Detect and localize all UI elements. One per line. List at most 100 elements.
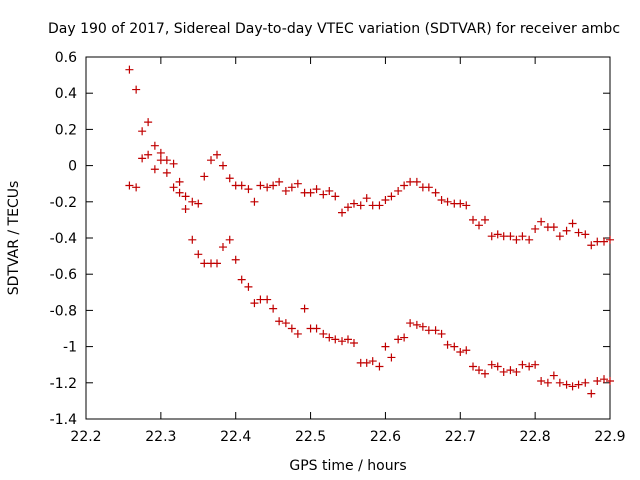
data-point [256, 181, 265, 190]
data-point [312, 185, 321, 194]
data-point [144, 150, 153, 159]
data-point [462, 346, 471, 355]
data-point [412, 320, 421, 329]
data-point [424, 183, 433, 192]
data-point [475, 366, 483, 375]
data-point [200, 172, 209, 181]
data-point [225, 235, 234, 244]
data-point [150, 165, 159, 174]
data-point [400, 333, 409, 342]
data-point [574, 380, 583, 389]
data-point [600, 237, 609, 246]
data-point [568, 382, 577, 391]
data-point [581, 230, 590, 239]
data-point [574, 228, 583, 237]
data-point [356, 201, 365, 210]
data-point [587, 241, 596, 250]
data-point [344, 335, 352, 344]
data-point [181, 192, 190, 201]
series-upper [125, 141, 614, 250]
x-tick-label: 22.2 [70, 429, 101, 445]
data-point [175, 177, 184, 186]
data-point [218, 161, 227, 170]
data-point [194, 199, 203, 208]
data-point [406, 177, 415, 186]
data-point [368, 357, 377, 366]
data-point [338, 337, 347, 346]
y-tick-label: 0.6 [55, 50, 77, 66]
y-tick-label: 0.2 [55, 122, 77, 138]
data-point [225, 174, 234, 183]
x-tick-label: 22.7 [445, 429, 476, 445]
data-point [263, 295, 272, 304]
data-point [400, 181, 409, 190]
data-point [525, 235, 534, 244]
data-point [387, 192, 396, 201]
x-tick-label: 22.3 [145, 429, 176, 445]
y-tick-label: -0.6 [50, 267, 77, 283]
y-tick-label: -0.8 [50, 303, 77, 319]
y-tick-label: -0.2 [50, 195, 77, 211]
data-point [424, 326, 433, 335]
data-point [525, 362, 534, 371]
data-point [306, 188, 315, 197]
x-tick-label: 22.9 [594, 429, 625, 445]
data-point [475, 221, 483, 230]
data-point [462, 201, 471, 210]
x-tick-label: 22.6 [370, 429, 401, 445]
data-point [600, 375, 609, 384]
data-point [200, 259, 209, 268]
data-point [456, 199, 465, 208]
data-point [287, 324, 296, 333]
data-point [188, 235, 197, 244]
data-point [555, 378, 564, 387]
data-point [518, 360, 527, 369]
data-point [499, 367, 508, 376]
data-point [487, 360, 496, 369]
data-point [156, 148, 165, 157]
data-point [537, 217, 546, 226]
data-point [325, 333, 334, 342]
data-point [169, 183, 178, 192]
data-point [331, 335, 340, 344]
data-point [319, 190, 328, 199]
data-point [537, 376, 546, 385]
data-point [568, 219, 577, 228]
data-point [362, 194, 371, 203]
data-point [606, 235, 614, 244]
x-tick-label: 22.4 [220, 429, 251, 445]
data-point [162, 168, 171, 177]
data-point [275, 177, 284, 186]
data-point [132, 183, 141, 192]
x-axis: 22.2 22.3 22.4 22.5 22.6 22.7 22.8 22.9 [70, 57, 626, 445]
data-point [188, 197, 197, 206]
x-tick-label: 22.5 [295, 429, 326, 445]
data-point [443, 340, 452, 349]
data-point [300, 304, 309, 313]
y-tick-label: 0 [68, 159, 77, 175]
data-point [549, 223, 558, 232]
data-point [456, 348, 465, 357]
data-point [263, 183, 272, 192]
x-axis-label: GPS time / hours [289, 458, 406, 474]
data-point [175, 188, 184, 197]
data-point [375, 362, 384, 371]
data-point [506, 366, 515, 375]
series-lower [125, 65, 614, 398]
data-point [281, 319, 290, 328]
data-point [287, 183, 296, 192]
data-point [412, 177, 421, 186]
data-point [275, 317, 284, 326]
data-point [156, 156, 165, 165]
data-point [493, 362, 502, 371]
data-point [281, 186, 290, 195]
data-point [269, 181, 278, 190]
data-point [587, 389, 596, 398]
data-point [138, 127, 147, 136]
data-point [469, 215, 478, 224]
data-point [244, 282, 253, 291]
data-point [256, 295, 265, 304]
y-tick-label: 0.4 [55, 86, 77, 102]
data-point [375, 201, 384, 210]
